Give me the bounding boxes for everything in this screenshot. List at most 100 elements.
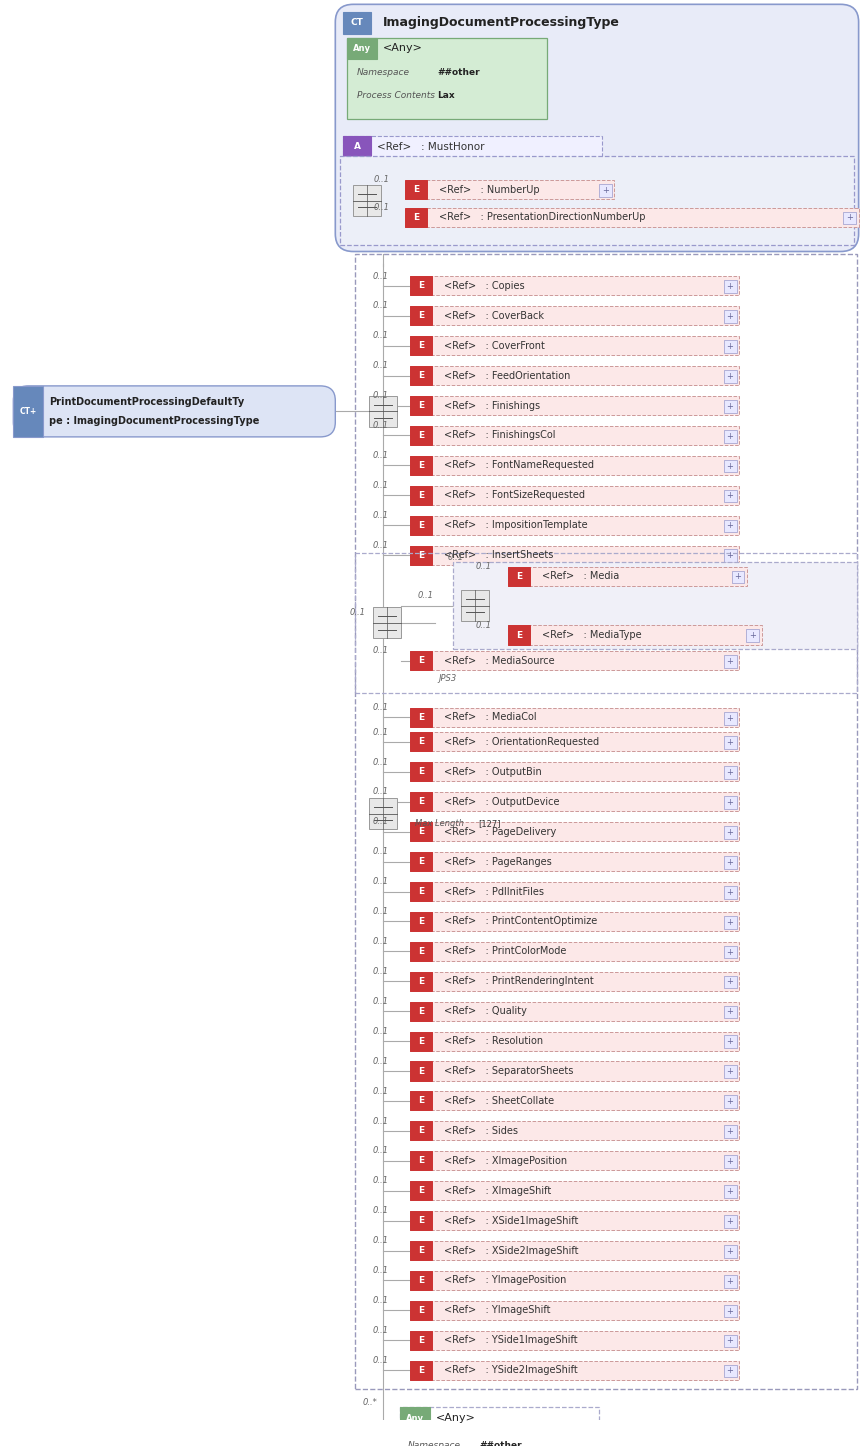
FancyBboxPatch shape bbox=[508, 567, 747, 586]
Text: +: + bbox=[734, 573, 741, 581]
Text: Process Contents: Process Contents bbox=[357, 91, 435, 100]
FancyBboxPatch shape bbox=[410, 1151, 432, 1170]
Text: +: + bbox=[727, 829, 734, 837]
FancyBboxPatch shape bbox=[410, 823, 432, 842]
FancyBboxPatch shape bbox=[508, 626, 762, 645]
FancyBboxPatch shape bbox=[410, 1061, 432, 1080]
FancyBboxPatch shape bbox=[410, 307, 432, 325]
FancyBboxPatch shape bbox=[723, 1365, 736, 1377]
Text: 0..1: 0..1 bbox=[372, 907, 388, 917]
Text: E: E bbox=[418, 311, 424, 320]
Text: E: E bbox=[418, 737, 424, 746]
Text: <Any>: <Any> bbox=[436, 1413, 476, 1423]
Text: 0..1: 0..1 bbox=[372, 331, 388, 340]
FancyBboxPatch shape bbox=[353, 185, 381, 217]
Text: <Ref>   : MustHonor: <Ref> : MustHonor bbox=[377, 142, 484, 152]
FancyBboxPatch shape bbox=[405, 208, 427, 227]
FancyBboxPatch shape bbox=[723, 1095, 736, 1108]
Text: E: E bbox=[418, 886, 424, 897]
FancyBboxPatch shape bbox=[410, 427, 739, 445]
FancyBboxPatch shape bbox=[410, 1181, 739, 1200]
Text: +: + bbox=[727, 798, 734, 807]
FancyBboxPatch shape bbox=[723, 976, 736, 989]
Text: E: E bbox=[418, 461, 424, 470]
Text: Namespace: Namespace bbox=[357, 68, 410, 77]
FancyBboxPatch shape bbox=[410, 1061, 739, 1080]
FancyBboxPatch shape bbox=[461, 590, 489, 622]
Text: <Ref>   : PresentationDirectionNumberUp: <Ref> : PresentationDirectionNumberUp bbox=[439, 213, 645, 223]
FancyBboxPatch shape bbox=[723, 309, 736, 322]
Text: <Ref>   : YSide1ImageShift: <Ref> : YSide1ImageShift bbox=[444, 1335, 578, 1345]
FancyBboxPatch shape bbox=[410, 486, 432, 505]
FancyBboxPatch shape bbox=[410, 651, 432, 669]
Text: E: E bbox=[418, 372, 424, 380]
FancyBboxPatch shape bbox=[410, 1271, 432, 1290]
FancyBboxPatch shape bbox=[410, 852, 739, 870]
Text: +: + bbox=[727, 857, 734, 866]
Text: <Ref>   : FontNameRequested: <Ref> : FontNameRequested bbox=[444, 460, 594, 470]
FancyBboxPatch shape bbox=[410, 516, 739, 535]
FancyBboxPatch shape bbox=[723, 797, 736, 808]
Text: +: + bbox=[727, 461, 734, 470]
FancyBboxPatch shape bbox=[410, 1092, 739, 1111]
FancyBboxPatch shape bbox=[410, 882, 739, 901]
FancyBboxPatch shape bbox=[410, 307, 739, 325]
Text: +: + bbox=[727, 1336, 734, 1345]
Text: <Ref>   : CoverBack: <Ref> : CoverBack bbox=[444, 311, 544, 321]
Text: +: + bbox=[727, 282, 734, 291]
FancyBboxPatch shape bbox=[410, 1330, 739, 1349]
Text: 0..1: 0..1 bbox=[372, 703, 388, 711]
Text: E: E bbox=[418, 1006, 424, 1015]
Text: E: E bbox=[418, 1365, 424, 1375]
FancyBboxPatch shape bbox=[410, 1002, 432, 1021]
Text: +: + bbox=[727, 888, 734, 897]
Text: E: E bbox=[418, 1336, 424, 1345]
Text: 0..1: 0..1 bbox=[372, 1057, 388, 1066]
Text: <Ref>   : Copies: <Ref> : Copies bbox=[444, 281, 524, 291]
FancyBboxPatch shape bbox=[723, 915, 736, 928]
Text: <Ref>   : SeparatorSheets: <Ref> : SeparatorSheets bbox=[444, 1066, 573, 1076]
FancyBboxPatch shape bbox=[723, 1215, 736, 1228]
FancyBboxPatch shape bbox=[410, 732, 432, 752]
Text: JPS3: JPS3 bbox=[438, 674, 456, 683]
FancyBboxPatch shape bbox=[410, 1181, 432, 1200]
Text: 0..1: 0..1 bbox=[372, 1177, 388, 1186]
Text: +: + bbox=[727, 522, 734, 531]
Text: <Ref>   : XSide1ImageShift: <Ref> : XSide1ImageShift bbox=[444, 1216, 579, 1226]
Text: <Any>: <Any> bbox=[383, 43, 423, 54]
FancyBboxPatch shape bbox=[410, 276, 739, 295]
FancyBboxPatch shape bbox=[723, 856, 736, 869]
FancyBboxPatch shape bbox=[732, 571, 745, 583]
Text: 0..1: 0..1 bbox=[372, 392, 388, 401]
Text: A: A bbox=[354, 142, 361, 150]
Text: +: + bbox=[602, 187, 609, 195]
Text: 0..1: 0..1 bbox=[372, 421, 388, 429]
Text: <Ref>   : PageDelivery: <Ref> : PageDelivery bbox=[444, 827, 556, 837]
Text: 0..1: 0..1 bbox=[372, 1236, 388, 1245]
FancyBboxPatch shape bbox=[405, 181, 427, 200]
FancyBboxPatch shape bbox=[410, 651, 739, 669]
Text: 0..*: 0..* bbox=[362, 1398, 377, 1407]
FancyBboxPatch shape bbox=[723, 736, 736, 749]
FancyBboxPatch shape bbox=[410, 1151, 739, 1170]
Text: +: + bbox=[727, 918, 734, 927]
Text: 0..1: 0..1 bbox=[372, 451, 388, 460]
Text: <Ref>   : YImagePosition: <Ref> : YImagePosition bbox=[444, 1275, 567, 1285]
Text: 0..1: 0..1 bbox=[372, 967, 388, 976]
Text: 0..1: 0..1 bbox=[372, 1326, 388, 1335]
Text: 0..1: 0..1 bbox=[372, 1116, 388, 1125]
FancyBboxPatch shape bbox=[410, 335, 432, 356]
FancyBboxPatch shape bbox=[410, 1361, 739, 1379]
Text: <Ref>   : YImageShift: <Ref> : YImageShift bbox=[444, 1306, 550, 1316]
FancyBboxPatch shape bbox=[723, 1275, 736, 1287]
Text: Max Length: Max Length bbox=[415, 818, 464, 829]
Text: <Ref>   : NumberUp: <Ref> : NumberUp bbox=[439, 185, 540, 195]
Text: +: + bbox=[727, 656, 734, 665]
Text: E: E bbox=[418, 857, 424, 866]
FancyBboxPatch shape bbox=[746, 629, 759, 642]
Text: E: E bbox=[418, 1126, 424, 1135]
Text: <Ref>   : InsertSheets: <Ref> : InsertSheets bbox=[444, 549, 554, 560]
FancyBboxPatch shape bbox=[508, 567, 529, 586]
FancyBboxPatch shape bbox=[410, 972, 432, 991]
FancyBboxPatch shape bbox=[405, 208, 859, 227]
